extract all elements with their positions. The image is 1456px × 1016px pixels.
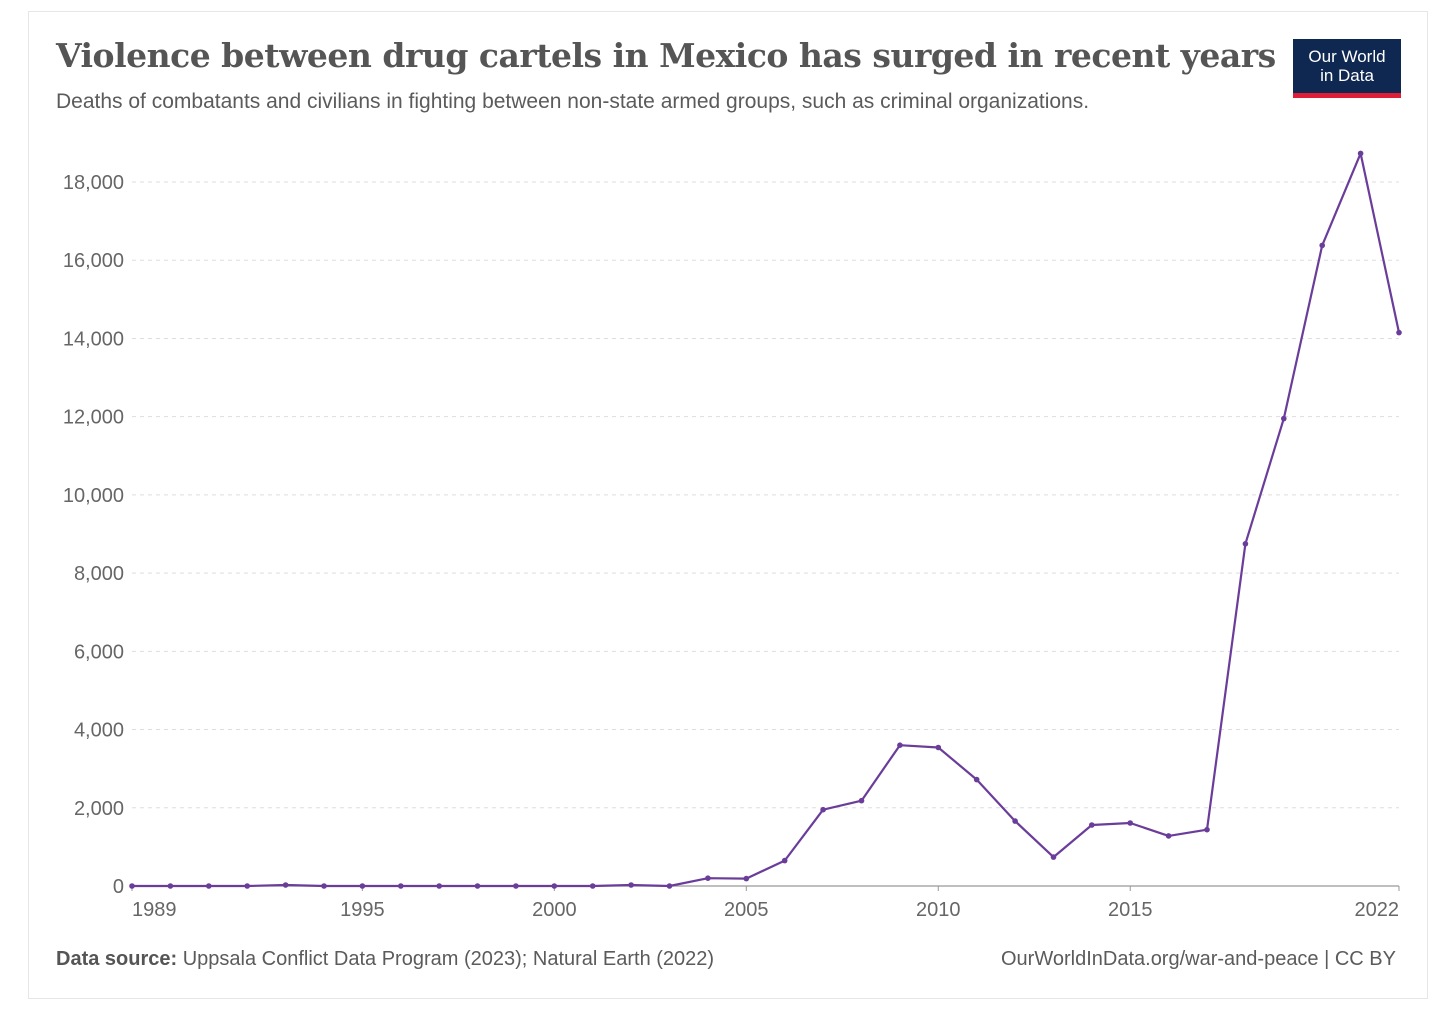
- data-point: [1396, 329, 1402, 336]
- data-point: [129, 883, 135, 889]
- series-layer: [129, 150, 1402, 889]
- data-point: [1319, 242, 1325, 249]
- y-tick-label: 0: [113, 876, 124, 898]
- x-tick-label: 1989: [132, 899, 177, 921]
- y-tick-label: 18,000: [63, 172, 124, 194]
- data-point: [705, 875, 711, 881]
- data-point: [551, 883, 558, 889]
- data-point: [1357, 150, 1364, 157]
- y-tick-label: 4,000: [74, 720, 124, 742]
- y-tick-label: 12,000: [63, 407, 124, 429]
- y-tick-label: 6,000: [74, 641, 124, 663]
- series-line: [132, 152, 1401, 888]
- x-tick-label: 2000: [532, 899, 577, 921]
- data-point: [1050, 854, 1057, 860]
- x-tick-label: 2005: [724, 899, 769, 921]
- data-point: [858, 797, 865, 804]
- data-point: [666, 883, 673, 889]
- data-source-label: Data source:: [56, 948, 178, 970]
- x-tick-label: 2010: [916, 899, 961, 921]
- chart-subtitle: Deaths of combatants and civilians in fi…: [56, 90, 1090, 113]
- x-tick-label: 2022: [1355, 899, 1400, 921]
- data-point: [282, 882, 289, 888]
- data-point: [167, 883, 174, 889]
- data-point: [206, 883, 212, 889]
- owid-logo[interactable]: Our World in Data: [1293, 39, 1401, 98]
- credit-link[interactable]: OurWorldInData.org/war-and-peace | CC BY: [1001, 948, 1396, 970]
- data-point: [398, 883, 404, 889]
- data-point: [1204, 826, 1210, 833]
- data-point: [474, 883, 481, 889]
- logo-text-line1: Our World: [1308, 47, 1386, 66]
- axes: 0 2,000 4,000 6,000 8,000 10,000 12,000 14,000 1…: [63, 172, 1400, 921]
- chart-card: [28, 11, 1428, 999]
- data-point: [897, 742, 903, 748]
- data-point: [781, 857, 788, 864]
- x-tick-label: 1995: [340, 899, 385, 921]
- data-point: [973, 776, 980, 783]
- data-point: [743, 875, 750, 882]
- x-tick-label: 2015: [1108, 899, 1153, 921]
- data-point: [1242, 541, 1249, 547]
- y-tick-label: 14,000: [63, 328, 124, 350]
- data-point: [1281, 415, 1287, 422]
- data-point: [935, 744, 942, 751]
- logo-text-line2: in Data: [1320, 66, 1374, 85]
- data-source: Data source: Uppsala Conflict Data Progr…: [56, 948, 714, 971]
- data-point: [628, 882, 634, 888]
- data-point: [436, 883, 443, 889]
- data-point: [1012, 818, 1018, 824]
- y-tick-label: 8,000: [74, 563, 124, 585]
- data-point: [1089, 822, 1095, 828]
- data-point: [589, 883, 596, 889]
- data-point: [513, 883, 519, 889]
- data-point: [1127, 820, 1133, 826]
- y-tick-label: 2,000: [74, 798, 124, 820]
- data-point: [359, 883, 366, 889]
- y-tick-label: 10,000: [63, 485, 124, 507]
- data-source-text: Uppsala Conflict Data Program (2023); Na…: [182, 948, 715, 970]
- data-point: [1165, 833, 1172, 839]
- data-point: [820, 806, 826, 813]
- data-point: [244, 883, 250, 889]
- data-point: [321, 883, 327, 889]
- chart-title: Violence between drug cartels in Mexico …: [56, 36, 1276, 75]
- y-tick-label: 16,000: [63, 250, 124, 272]
- gridlines: [132, 181, 1399, 809]
